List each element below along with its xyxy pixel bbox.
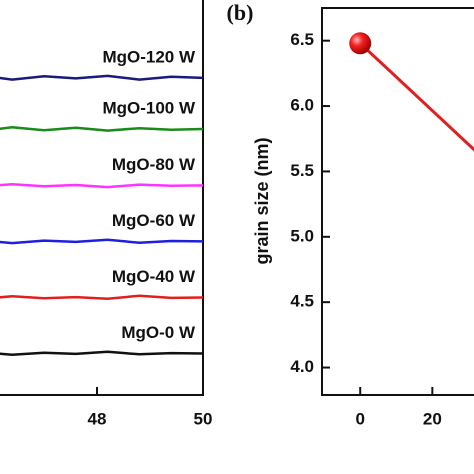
panel-b-frame (321, 7, 474, 396)
series-line (0, 126, 203, 132)
series-label: MgO-120 W (102, 47, 196, 66)
series-label: MgO-40 W (112, 267, 196, 286)
x-tick-label: 48 (88, 409, 107, 428)
y-tick-label: 6.0 (290, 96, 314, 115)
y-tick-label: 5.5 (290, 161, 314, 180)
panel-a-frame (0, 0, 204, 396)
series-label: MgO-80 W (112, 155, 196, 174)
series-line (0, 182, 203, 189)
series-line (0, 294, 203, 300)
panel-label: (b) (227, 0, 254, 25)
series-label: MgO-60 W (112, 211, 196, 230)
marker (349, 32, 372, 55)
x-tick-label: 50 (194, 409, 213, 428)
x-tick-label: 0 (355, 409, 364, 428)
series-label: MgO-100 W (102, 98, 196, 117)
y-axis-label: grain size (nm) (252, 137, 272, 264)
y-tick-label: 5.0 (290, 226, 314, 245)
y-tick-label: 4.5 (290, 292, 314, 311)
y-tick-label: 6.5 (290, 30, 314, 49)
x-tick-label: 20 (423, 409, 442, 428)
series-line (0, 74, 203, 81)
series-line (0, 350, 203, 356)
series-label: MgO-0 W (121, 323, 196, 342)
y-tick-label: 4.0 (290, 357, 314, 376)
series-line (0, 238, 203, 245)
series-line (359, 42, 474, 152)
